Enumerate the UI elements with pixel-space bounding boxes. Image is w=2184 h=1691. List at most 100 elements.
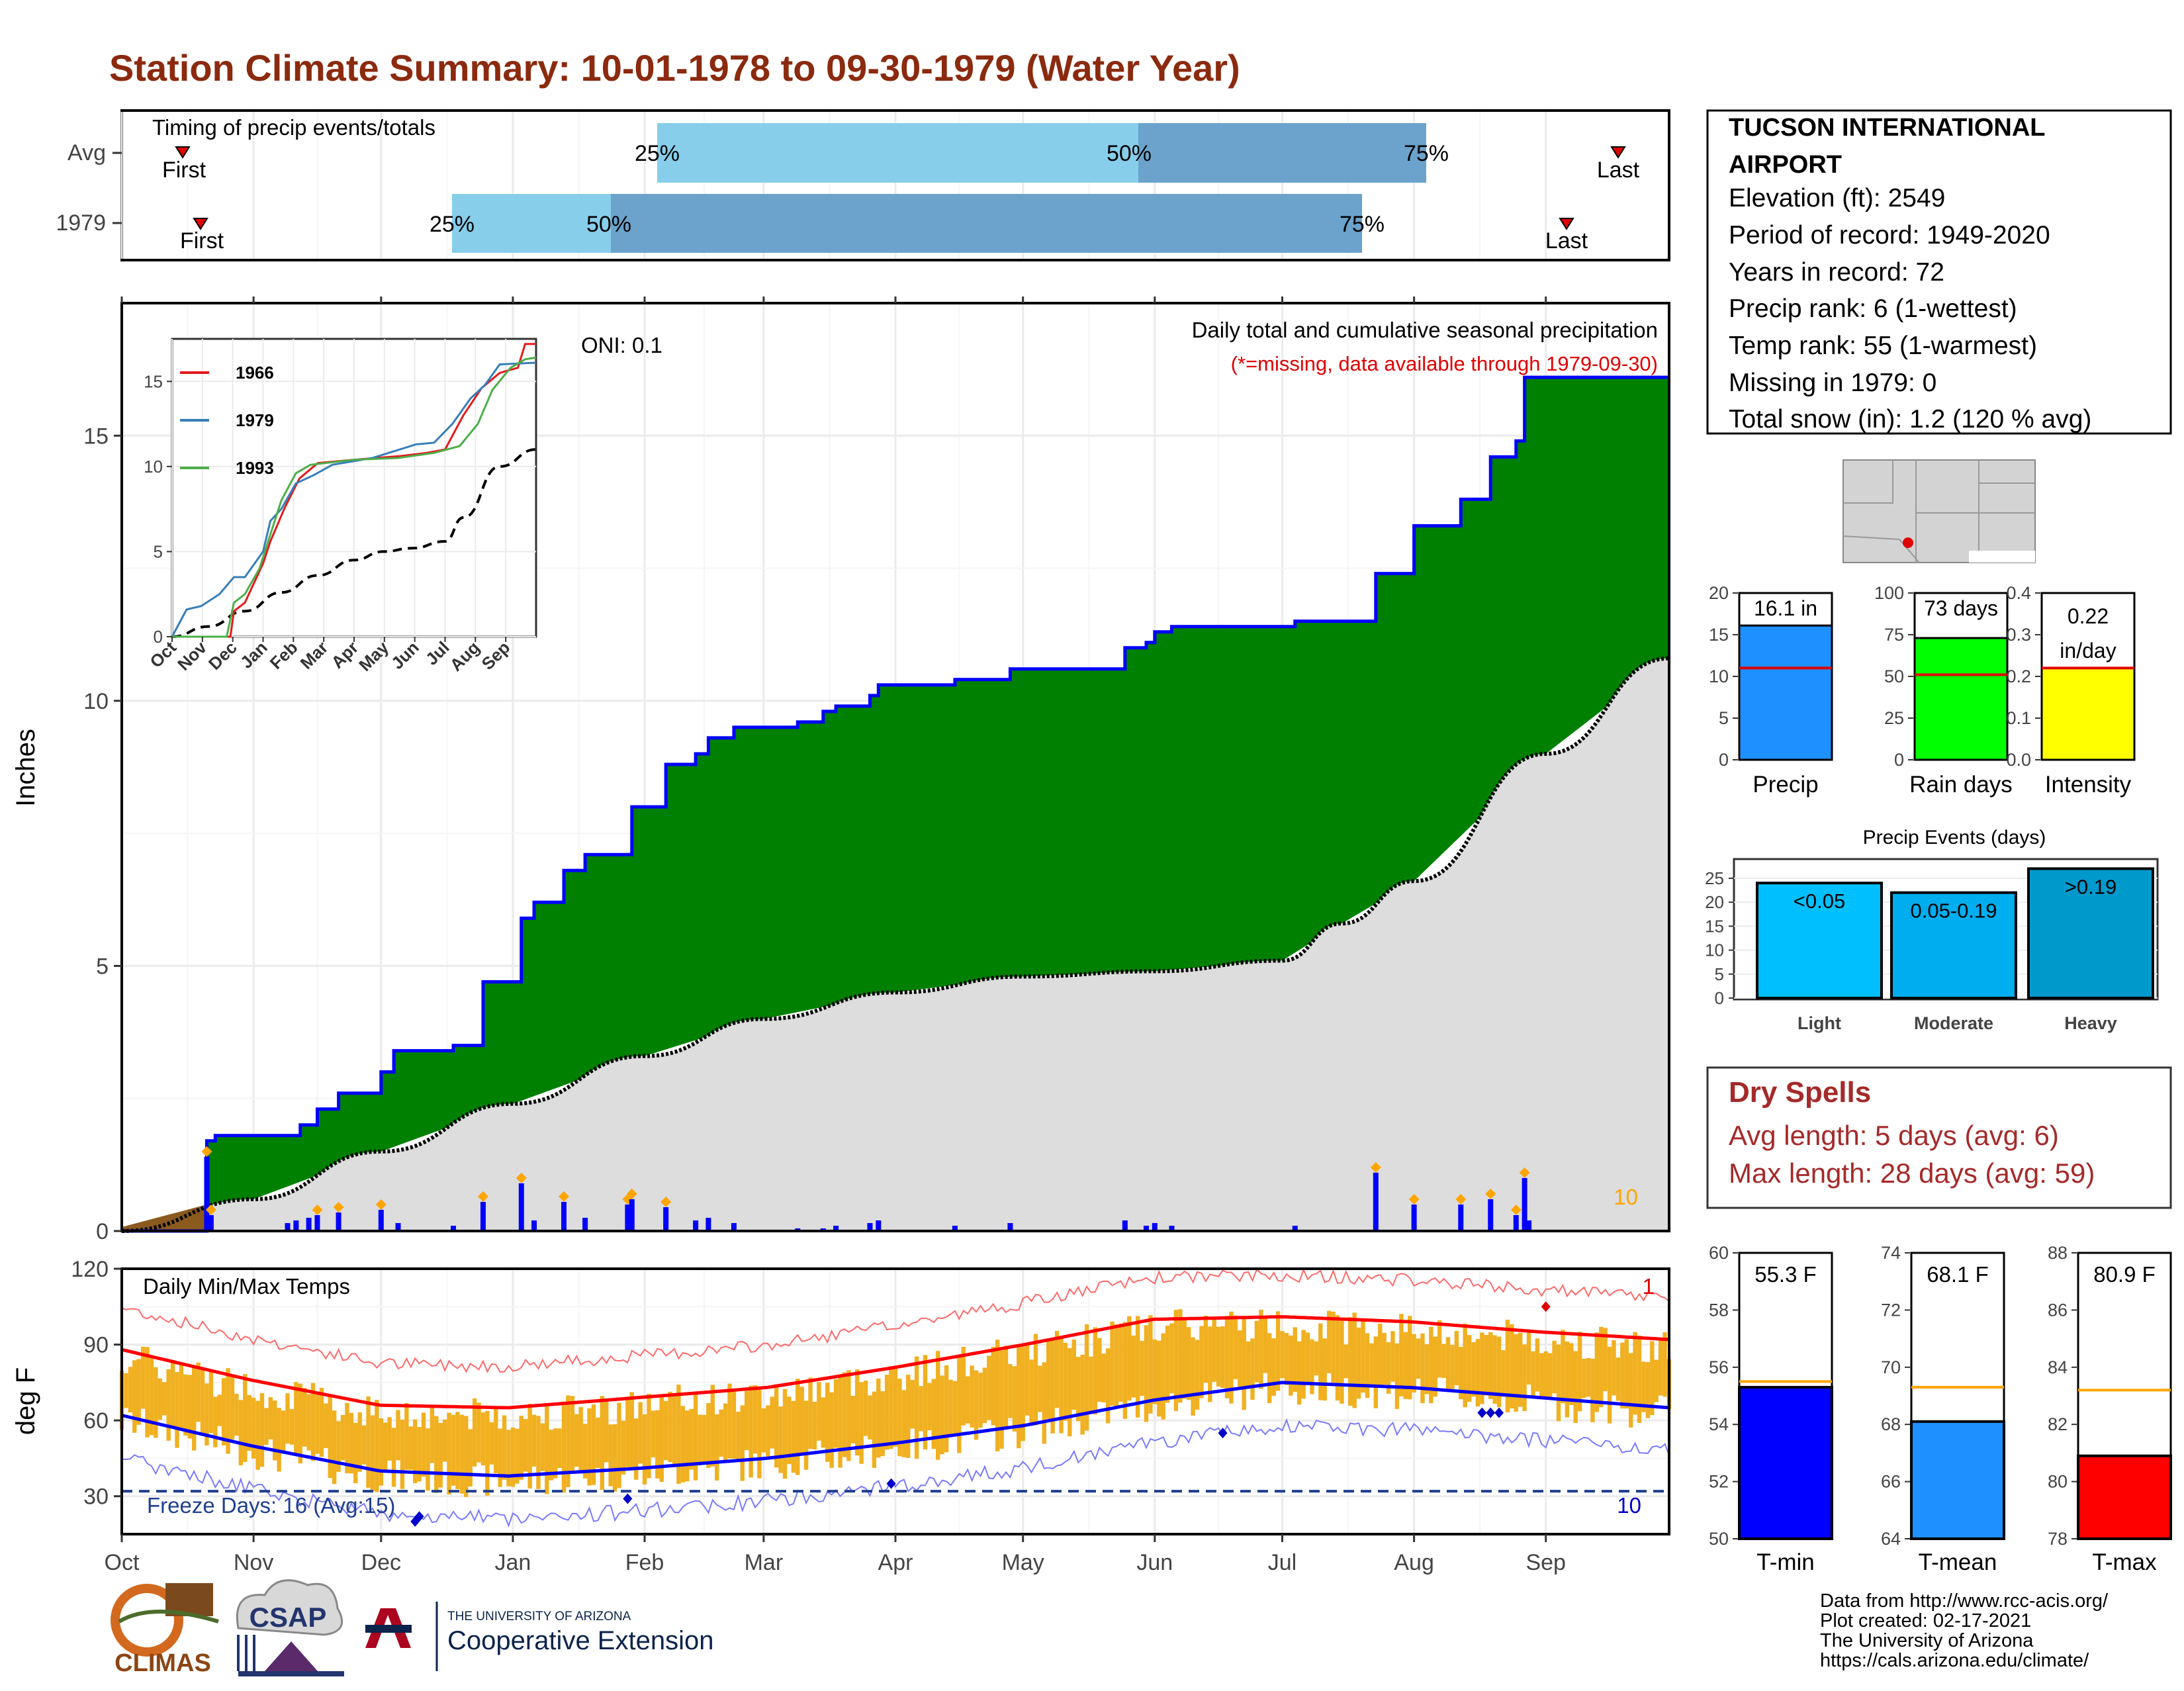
daily-temp-bar [1394, 1343, 1400, 1409]
daily-temp-bar [872, 1391, 877, 1468]
daily-temp-bar [1467, 1335, 1472, 1402]
summary-tick-label: 10 [1709, 666, 1729, 686]
daily-temp-bar [625, 1398, 630, 1467]
daily-temp-bar [608, 1424, 613, 1486]
daily-temp-bar [289, 1408, 295, 1445]
month-label: Jul [1268, 1550, 1297, 1575]
daily-temp-bar [1590, 1358, 1595, 1422]
dry-spells-avg: Avg length: 5 days (avg: 6) [1729, 1120, 2059, 1151]
daily-temp-bar [494, 1408, 498, 1473]
month-label: Oct [105, 1550, 140, 1575]
daily-temp-bar [1310, 1339, 1314, 1394]
daily-temp-bar [1042, 1362, 1047, 1444]
daily-temp-bar [438, 1422, 443, 1488]
daily-temp-bar [1535, 1338, 1540, 1392]
daily-temp-bar [213, 1396, 218, 1447]
precip-y-tick-label: 5 [96, 954, 109, 979]
daily-temp-bar [680, 1406, 686, 1483]
daily-temp-bar [749, 1385, 753, 1478]
daily-temp-bar [1433, 1336, 1437, 1397]
daily-precip-bar [306, 1217, 312, 1231]
precip-events-chart: Precip Events (days) 0 5 10 15 20 25 <0.05 Ligh… [1705, 827, 2159, 1033]
daily-temp-bar [1212, 1318, 1216, 1382]
daily-temp-bar [1378, 1323, 1383, 1385]
daily-temp-bar [846, 1370, 851, 1461]
daily-temp-bar [366, 1396, 371, 1488]
temp-summary-bars: 50 52 54 56 58 60 55.3 F T-min 64 66 68 70 72 74 68.1 … [1709, 1243, 2172, 1575]
daily-temp-bar [166, 1369, 171, 1441]
daily-temp-bar [685, 1410, 690, 1482]
heavy-day-marker [312, 1204, 323, 1215]
daily-temp-bar [183, 1374, 188, 1436]
daily-temp-bar [1068, 1348, 1072, 1437]
daily-temp-bar [1429, 1326, 1433, 1404]
daily-temp-bar [1297, 1341, 1302, 1405]
daily-temp-bar [803, 1400, 809, 1470]
daily-temp-bar [1561, 1330, 1565, 1404]
daily-temp-bar [787, 1396, 792, 1465]
record-low-marker [623, 1493, 633, 1504]
summary-tick-label: 20 [1709, 583, 1729, 603]
temp-summary-tick-label: 80 [2048, 1472, 2068, 1492]
station-name-line1: TUCSON INTERNATIONAL [1729, 114, 2046, 142]
temp-y-tick-label: 30 [83, 1485, 109, 1510]
record-low-marker [1218, 1428, 1228, 1439]
heavy-day-marker [1455, 1193, 1467, 1205]
temp-summary-axis-label: T-max [2092, 1549, 2157, 1575]
daily-precip-bar [663, 1207, 669, 1231]
record-max-line [121, 1267, 1670, 1373]
daily-temp-bar [324, 1403, 328, 1448]
daily-precip-bar [561, 1201, 567, 1231]
daily-temp-bar [226, 1368, 230, 1454]
timing-avg-first-label: First [162, 158, 206, 183]
daily-temp-bar [647, 1394, 651, 1479]
daily-temp-bar [561, 1401, 567, 1493]
daily-temp-bar [906, 1375, 911, 1458]
daily-temp-bar [596, 1417, 600, 1468]
daily-temp-bar [468, 1429, 473, 1486]
daily-precip-bar [336, 1212, 341, 1231]
daily-temp-bar [1331, 1311, 1336, 1383]
summary-value-label: 73 days [1924, 596, 1998, 620]
daily-temp-bar [659, 1394, 664, 1483]
daily-temp-bar [1259, 1309, 1263, 1389]
daily-precip-bar [1292, 1225, 1298, 1231]
credit-url: https://cals.arizona.edu/climate/ [1820, 1650, 2089, 1671]
daily-temp-bar [464, 1416, 469, 1497]
daily-temp-bar [1603, 1328, 1608, 1392]
daily-temp-bar [1322, 1338, 1327, 1401]
daily-temp-bar [1046, 1338, 1051, 1419]
daily-temp-bar [196, 1362, 201, 1422]
daily-precip-bar [208, 1214, 214, 1231]
ua-small-text: THE UNIVERSITY OF ARIZONA [447, 1610, 631, 1623]
heavy-day-marker [205, 1204, 216, 1215]
daily-temp-bar [702, 1414, 707, 1465]
daily-temp-bar [570, 1396, 575, 1471]
heavy-day-marker [333, 1201, 344, 1212]
daily-temp-bar [778, 1406, 783, 1473]
daily-precip-bar [1526, 1220, 1532, 1231]
daily-temp-bar [600, 1396, 605, 1490]
daily-precip-bar [1522, 1177, 1527, 1231]
daily-temp-bar [1105, 1348, 1111, 1424]
daily-temp-bar [825, 1383, 830, 1462]
footer-credits: Data from http://www.rcc-acis.org/ Plot … [1820, 1590, 2109, 1671]
summary-bars: 0 5 10 15 20 16.1 in Precip 0 25 50 75 100 73 days Ra… [1709, 583, 2136, 798]
daily-temp-bar [264, 1408, 269, 1445]
daily-precip-bar [1488, 1199, 1494, 1231]
daily-temp-bar [591, 1404, 596, 1485]
daily-temp-bar [175, 1371, 179, 1448]
temp-summary-tick-label: 88 [2048, 1243, 2068, 1263]
daily-temp-bar [1114, 1324, 1119, 1407]
daily-temp-bar [128, 1367, 133, 1413]
daily-temp-bar [247, 1394, 251, 1451]
daily-temp-bar [154, 1367, 158, 1438]
daily-temp-bar [1480, 1332, 1484, 1404]
daily-temp-bar [1054, 1330, 1060, 1408]
daily-temp-bar [710, 1385, 715, 1467]
precip-ylabel: Inches [11, 729, 40, 807]
daily-temp-bar [629, 1392, 634, 1468]
daily-temp-bar [1471, 1342, 1476, 1397]
temp-bottom-right-count: 10 [1617, 1493, 1641, 1518]
daily-temp-bar [612, 1424, 617, 1492]
